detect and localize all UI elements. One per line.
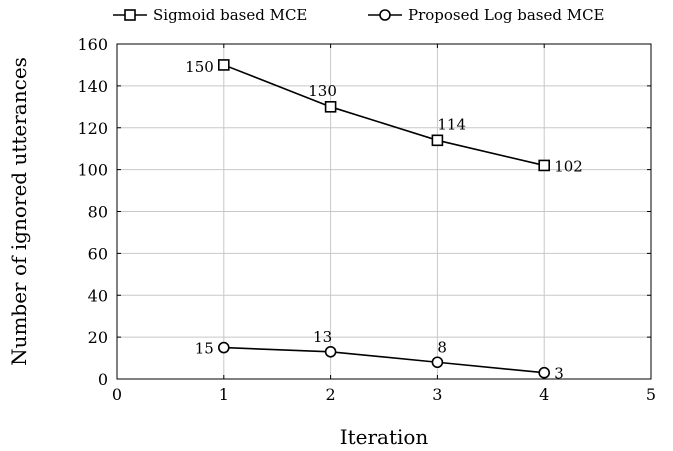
y-tick-label: 160: [77, 35, 108, 54]
data-point-circle: [538, 366, 551, 379]
data-label: 13: [313, 328, 332, 346]
y-tick-label: 140: [77, 77, 108, 96]
y-tick-label: 20: [88, 328, 108, 347]
data-label: 114: [437, 115, 466, 133]
y-tick-label: 100: [77, 161, 108, 180]
data-point-square: [431, 134, 444, 147]
grid: [116, 43, 652, 380]
data-point-square: [324, 101, 337, 113]
legend-item-1: Sigmoid based MCE: [113, 6, 307, 24]
y-tick-label: 60: [88, 244, 108, 263]
legend-marker-circle: [379, 9, 391, 21]
x-tick-label: 5: [646, 385, 656, 404]
x-tick-label: 3: [432, 385, 442, 404]
data-label: 3: [554, 365, 564, 383]
series-line: [223, 346, 545, 374]
data-point-square: [538, 159, 551, 172]
y-tick-label: 80: [88, 203, 108, 222]
series-group: 150 130 114 102 15 13 8 3: [185, 58, 583, 383]
x-tick-label: 2: [326, 385, 336, 404]
series-2: 15 13 8 3: [195, 328, 564, 383]
series-1: 150 130 114 102: [185, 58, 583, 176]
data-label: 15: [195, 340, 214, 358]
data-point-circle: [324, 345, 337, 358]
legend-label: Sigmoid based MCE: [153, 6, 307, 24]
y-axis-title: Number of ignored utterances: [7, 57, 31, 366]
y-tick-label: 0: [98, 370, 108, 389]
data-label: 8: [437, 338, 447, 356]
legend-item-2: Proposed Log based MCE: [368, 6, 605, 24]
legend-marker-square: [124, 9, 136, 21]
data-label: 130: [308, 82, 337, 100]
x-tick-label: 4: [539, 385, 549, 404]
data-point-circle: [218, 341, 230, 354]
legend-label: Proposed Log based MCE: [408, 6, 605, 24]
y-tick-label: 120: [77, 119, 108, 138]
data-point-square: [218, 59, 230, 71]
y-tick-label: 40: [88, 286, 108, 305]
legend: Sigmoid based MCE Proposed Log based MCE: [113, 6, 605, 24]
data-point-circle: [431, 356, 444, 369]
x-tick-label: 1: [219, 385, 229, 404]
series-line: [223, 64, 545, 167]
x-axis-title: Iteration: [340, 425, 429, 449]
x-tick-label: 0: [112, 385, 122, 404]
data-label: 102: [554, 157, 583, 175]
data-label: 150: [185, 58, 214, 76]
